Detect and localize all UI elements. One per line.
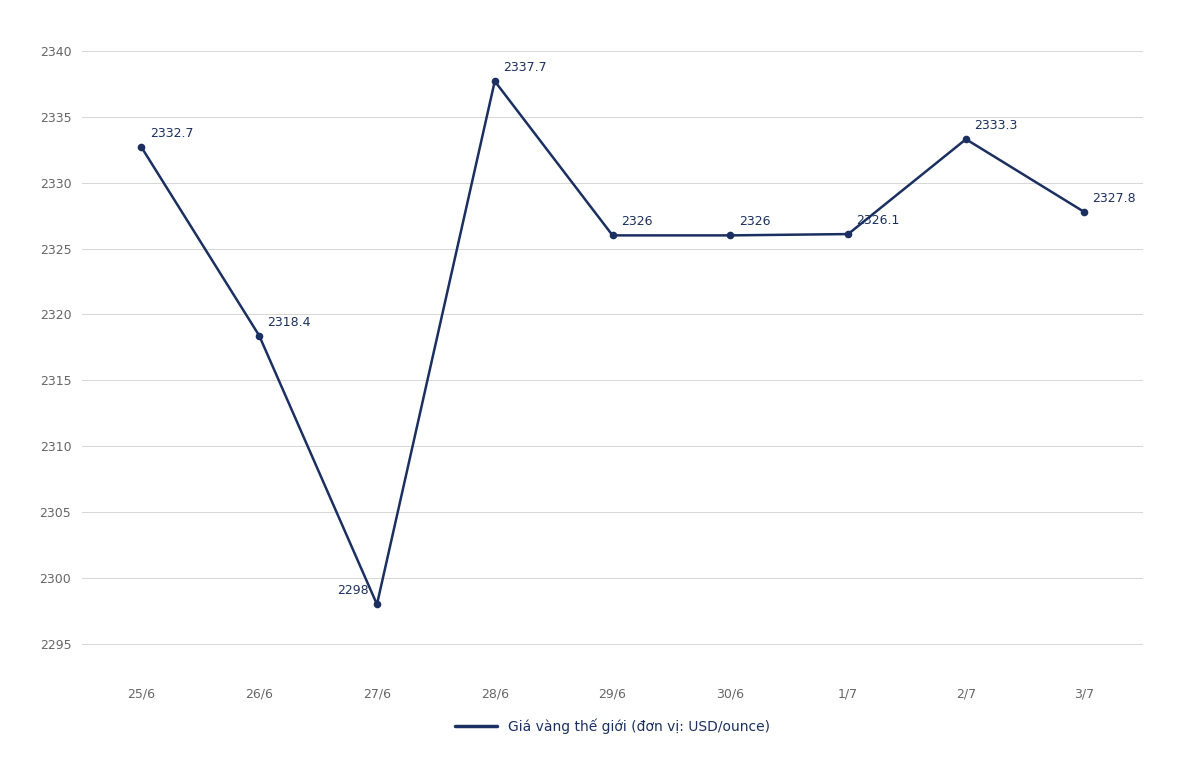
Giá vàng thế giới (đơn vị: USD/ounce): (5, 2.33e+03): USD/ounce): (5, 2.33e+03) <box>723 231 737 240</box>
Text: 2327.8: 2327.8 <box>1092 191 1136 205</box>
Legend: Giá vàng thế giới (đơn vị: USD/ounce): Giá vàng thế giới (đơn vị: USD/ounce) <box>455 719 770 734</box>
Text: 2318.4: 2318.4 <box>267 316 311 328</box>
Text: 2326.1: 2326.1 <box>856 214 900 227</box>
Giá vàng thế giới (đơn vị: USD/ounce): (0, 2.33e+03): USD/ounce): (0, 2.33e+03) <box>134 142 148 152</box>
Giá vàng thế giới (đơn vị: USD/ounce): (4, 2.33e+03): USD/ounce): (4, 2.33e+03) <box>605 231 620 240</box>
Text: 2326: 2326 <box>739 216 770 229</box>
Text: 2326: 2326 <box>621 216 653 229</box>
Giá vàng thế giới (đơn vị: USD/ounce): (7, 2.33e+03): USD/ounce): (7, 2.33e+03) <box>959 135 973 144</box>
Giá vàng thế giới (đơn vị: USD/ounce): (3, 2.34e+03): USD/ounce): (3, 2.34e+03) <box>488 76 502 86</box>
Text: 2337.7: 2337.7 <box>503 61 547 74</box>
Line: Giá vàng thế giới (đơn vị: USD/ounce): Giá vàng thế giới (đơn vị: USD/ounce) <box>138 77 1087 608</box>
Text: 2332.7: 2332.7 <box>150 127 193 140</box>
Text: 2333.3: 2333.3 <box>974 119 1018 132</box>
Giá vàng thế giới (đơn vị: USD/ounce): (8, 2.33e+03): USD/ounce): (8, 2.33e+03) <box>1077 207 1091 216</box>
Giá vàng thế giới (đơn vị: USD/ounce): (6, 2.33e+03): USD/ounce): (6, 2.33e+03) <box>841 230 855 239</box>
Text: 2298: 2298 <box>337 584 369 598</box>
Giá vàng thế giới (đơn vị: USD/ounce): (2, 2.3e+03): USD/ounce): (2, 2.3e+03) <box>370 600 384 609</box>
Giá vàng thế giới (đơn vị: USD/ounce): (1, 2.32e+03): USD/ounce): (1, 2.32e+03) <box>252 331 266 340</box>
